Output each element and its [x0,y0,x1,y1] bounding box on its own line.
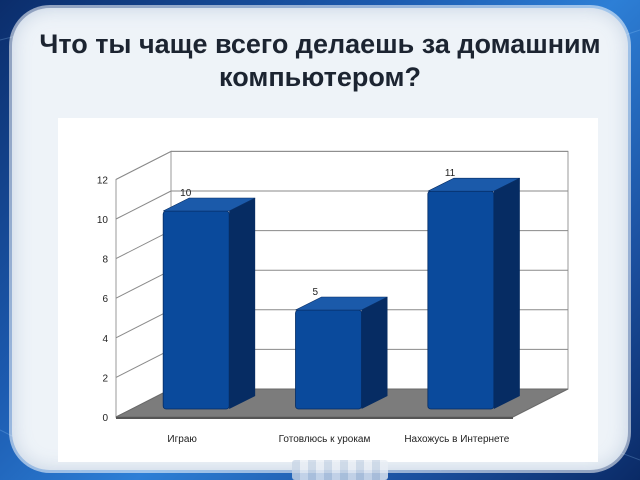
gridline-side [115,348,172,378]
y-tick-label: 6 [102,294,108,305]
data-label: 10 [180,188,192,199]
bar-chart: 0 2 4 6 8 10 12 10 5 11 Играю Готовлюсь к урокам Н… [97,150,569,445]
chart-bars [162,177,520,410]
bar [295,309,362,410]
x-tick-label: Готовлюсь к урокам [279,434,371,445]
gridline-side [115,190,172,220]
y-tick-label: 0 [102,413,108,424]
bar-top [427,177,520,192]
y-tick-label: 12 [97,175,109,186]
bar [427,190,495,410]
decorative-stamp [292,460,388,480]
y-tick-label: 10 [97,215,109,226]
bar-side [493,178,520,409]
data-labels: 10 5 11 [180,168,455,298]
bar-top [295,296,388,311]
y-tick-label: 4 [102,334,108,345]
data-label: 5 [313,287,319,298]
bar-side [229,198,256,409]
x-tick-label: Играю [167,434,197,445]
floor-edge [116,417,513,419]
bar-side [361,297,388,409]
bar [162,210,230,410]
y-tick-label: 2 [102,373,108,384]
chart-area: 0 2 4 6 8 10 12 10 5 11 Играю Готовлюсь к урокам Н… [58,118,598,462]
data-label: 11 [445,168,456,179]
x-axis-tick-labels: Играю Готовлюсь к урокам Нахожусь в Интерн… [167,434,509,445]
x-tick-label: Нахожусь в Интернете [404,434,509,445]
y-tick-label: 8 [102,255,108,266]
bar-top [163,197,256,212]
y-axis-tick-labels: 0 2 4 6 8 10 12 [97,175,109,424]
gridline-side [115,230,172,260]
gridline-side [115,150,172,180]
gridline-side [115,309,172,339]
slide-title: Что ты чаще всего делаешь за домашним ко… [39,29,601,92]
gridline-side [115,269,172,299]
